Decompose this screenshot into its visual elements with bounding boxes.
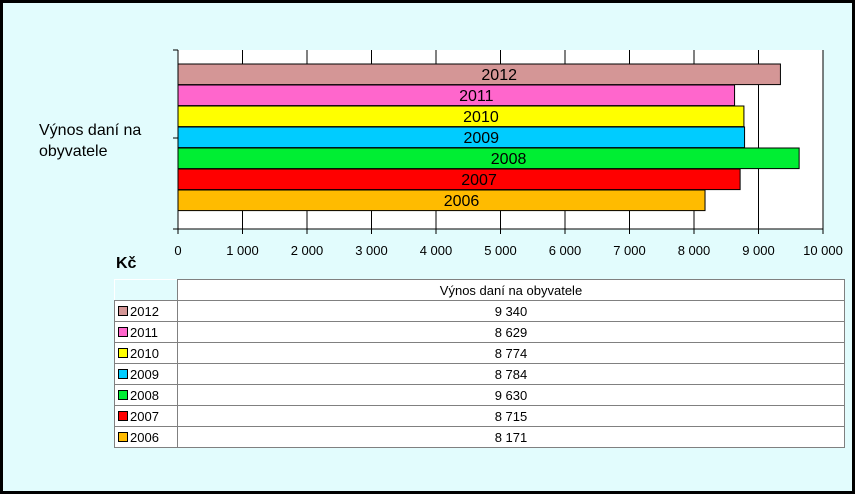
legend-cell: 2009	[114, 363, 178, 385]
value-cell: 9 340	[177, 300, 845, 322]
bar-2012	[177, 63, 781, 86]
table-row: 2007 8 715	[114, 405, 845, 427]
legend-cell: 2006	[114, 426, 178, 448]
bar-label-2011: 2011	[459, 88, 494, 105]
table-row: 2012 9 340	[114, 300, 845, 322]
bar-2011	[177, 84, 736, 107]
legend-label: 2012	[130, 303, 159, 319]
bar-2006	[177, 189, 706, 212]
bar-2008	[177, 147, 800, 170]
legend-cell: 2012	[114, 300, 178, 322]
bar-2007	[177, 168, 741, 191]
legend-swatch	[118, 431, 128, 442]
x-tick-label: 2 000	[291, 243, 324, 258]
table-row: 2006 8 171	[114, 426, 845, 448]
legend-label: 2007	[130, 408, 159, 424]
category-axis-label: Výnos daní na obyvatele	[39, 122, 142, 160]
x-tick-label: 6 000	[549, 243, 582, 258]
table-row: 2009 8 784	[114, 363, 845, 385]
legend-cell: 2008	[114, 384, 178, 406]
value-cell: 8 715	[177, 405, 845, 427]
bar-chart: 2012 2011 2010 2009 2008 2007 2006 0 1 000 2 000…	[173, 49, 843, 258]
bars: 2012 2011 2010 2009 2008 2007 2006	[177, 63, 800, 212]
table-row: 2011 8 629	[114, 321, 845, 343]
legend-cell: 2011	[114, 321, 178, 343]
legend-label: 2006	[130, 429, 159, 445]
table-row: 2010 8 774	[114, 342, 845, 364]
bar-label-2007: 2007	[461, 172, 497, 189]
data-table: Výnos daní na obyvatele 2012 9 340 2011 8 6…	[114, 279, 845, 448]
legend-label: 2011	[130, 324, 158, 340]
x-tick-label: 0	[174, 243, 181, 258]
bar-label-2010: 2010	[463, 109, 499, 126]
bar-2009	[177, 126, 746, 149]
x-tick-labels: 0 1 000 2 000 3 000 4 000 5 000 6 000 7 000 8 00…	[174, 243, 843, 258]
bar-label-2006: 2006	[444, 193, 480, 210]
legend-label: 2009	[130, 366, 159, 382]
bar-label-2008: 2008	[491, 151, 527, 168]
bar-label-2012: 2012	[481, 67, 517, 84]
legend-cell: 2010	[114, 342, 178, 364]
value-cell: 9 630	[177, 384, 845, 406]
value-cell: 8 629	[177, 321, 845, 343]
x-tick-label: 7 000	[613, 243, 646, 258]
table-header-row: Výnos daní na obyvatele	[114, 279, 845, 301]
value-cell: 8 784	[177, 363, 845, 385]
unit-label: Kč	[116, 255, 137, 272]
x-tick-label: 4 000	[420, 243, 453, 258]
table-corner	[114, 279, 178, 301]
legend-swatch	[118, 368, 128, 379]
legend-swatch	[118, 389, 128, 400]
x-tick-label: 9 000	[742, 243, 775, 258]
x-tick-label: 3 000	[355, 243, 388, 258]
x-tick-label: 1 000	[226, 243, 259, 258]
value-cell: 8 171	[177, 426, 845, 448]
x-tick-label: 10 000	[803, 243, 843, 258]
bar-label-2009: 2009	[463, 130, 499, 147]
legend-label: 2008	[130, 387, 159, 403]
legend-label: 2010	[130, 345, 159, 361]
x-tick-label: 8 000	[678, 243, 711, 258]
legend-cell: 2007	[114, 405, 178, 427]
table-row: 2008 9 630	[114, 384, 845, 406]
legend-swatch	[118, 347, 128, 358]
bar-2010	[177, 105, 745, 128]
legend-swatch	[118, 410, 128, 421]
legend-swatch	[118, 326, 128, 337]
x-tick-label: 5 000	[484, 243, 517, 258]
table-header: Výnos daní na obyvatele	[177, 279, 845, 301]
value-cell: 8 774	[177, 342, 845, 364]
legend-swatch	[118, 305, 128, 316]
